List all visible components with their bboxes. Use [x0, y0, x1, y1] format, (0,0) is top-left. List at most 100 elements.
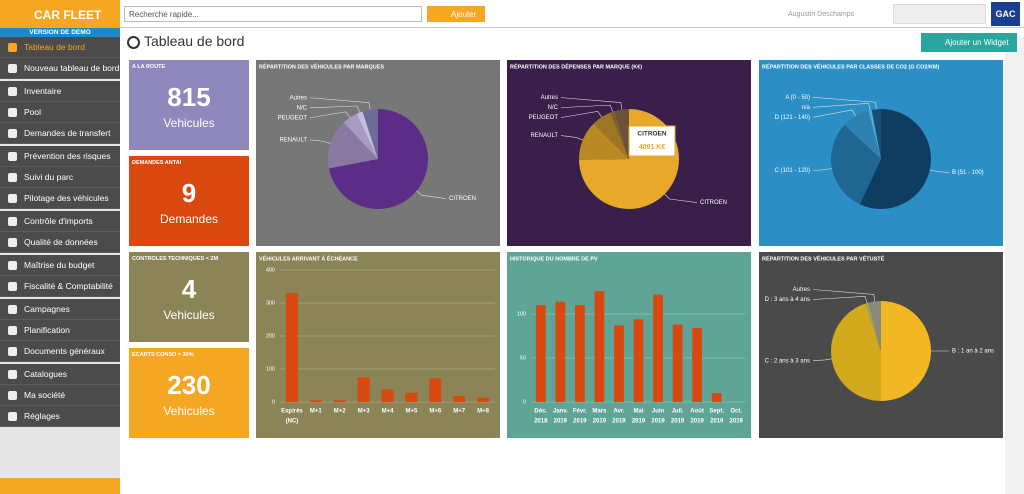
bar [574, 305, 585, 402]
menu-item[interactable]: Contrôle d'imports [0, 211, 120, 232]
slice-label: RENAULT [279, 137, 307, 143]
slice-label: Autres [290, 95, 307, 101]
brand[interactable]: CAR FLEET [0, 0, 120, 28]
menu-item[interactable]: Planification [0, 320, 120, 341]
menu-item[interactable]: Réglages [0, 406, 120, 427]
menu-item[interactable]: Documents généraux [0, 341, 120, 362]
slice-label: Autres [541, 95, 558, 101]
x-tick-label: Juil. [672, 409, 684, 415]
x-tick-label: Mai [633, 409, 643, 415]
widget-title: HISTORIQUE DU NOMBRE DE PV [510, 256, 598, 262]
menu-group: Maîtrise du budget Fiscalité & Comptabili… [0, 255, 120, 297]
x-tick-label: 2019 [651, 419, 665, 425]
menu-item[interactable]: Demandes de transfert [0, 123, 120, 144]
bar [535, 305, 546, 402]
partner-logos [893, 4, 986, 24]
x-tick-label: Oct. [730, 409, 742, 415]
pie-slice [328, 122, 378, 169]
widget: RÉPARTITION DES VÉHICULES PAR VÉTUSTÉ B :… [759, 252, 1003, 438]
x-tick-label: Avr. [613, 409, 624, 415]
menu-group: Tableau de bord Nouveau tableau de bord [0, 37, 120, 79]
menu-group: Catalogues Ma société Réglages [0, 364, 120, 427]
slice-label: Autres [793, 287, 810, 293]
add-widget-button[interactable]: Ajouter un Widget [921, 33, 1017, 52]
menu-item[interactable]: Ma société [0, 385, 120, 406]
slice-label: D (121 - 140) [775, 115, 810, 121]
kpi-tile: A LA ROUTE 815 Vehicules [129, 60, 249, 150]
menu-item[interactable]: Campagnes [0, 299, 120, 320]
pie-slice [362, 109, 378, 159]
slice-label: A (0 - 50) [785, 95, 810, 101]
widget-title: RÉPARTITION DES VÉHICULES PAR CLASSES DE… [762, 62, 940, 70]
slice-label: N/C [297, 105, 308, 111]
slice-label: RENAULT [530, 133, 558, 139]
menu-item[interactable]: Prévention des risques [0, 146, 120, 167]
pie-slice [868, 109, 881, 159]
tooltip-value: 4091 K€ [639, 144, 666, 151]
kpi-value: 815 [167, 82, 211, 112]
menu-item[interactable]: Nouveau tableau de bord [0, 58, 120, 79]
menu-group: Inventaire Pool Demandes de transfert [0, 81, 120, 144]
bar [653, 294, 663, 402]
x-tick-label: M+3 [358, 409, 371, 415]
kpi-unit: Demandes [159, 212, 219, 226]
widget: VÉHICULES ARRIVANT À ÉCHÉANCE 0 100 200 300 4… [256, 252, 500, 438]
x-tick-label: Févr. [573, 409, 587, 415]
bar [381, 389, 394, 402]
kpi-title: CONTROLES TECHNIQUES < 2M [132, 256, 219, 262]
menu-toggle[interactable] [0, 478, 120, 494]
leader-line [812, 358, 832, 361]
user-menu[interactable]: Augustin Deschamps [788, 11, 855, 18]
search-input[interactable]: Recherche rapide... [124, 6, 422, 22]
y-tick-label: 300 [266, 300, 275, 306]
menu-item[interactable]: Tableau de bord [0, 37, 120, 58]
x-tick-label: M+5 [405, 409, 418, 415]
slice-label: CITROEN [449, 196, 476, 202]
leader-line [812, 168, 832, 171]
leader-line [309, 111, 351, 119]
y-tick-label: 100 [517, 311, 526, 317]
kpi-unit: Vehicules [163, 404, 215, 418]
widget: RÉPARTITION DES VÉHICULES PAR CLASSES DE… [759, 60, 1003, 246]
x-tick-label: M+2 [334, 409, 347, 415]
pie-slice [844, 110, 881, 159]
pie-slice [593, 112, 629, 159]
x-tick-label: 2019 [710, 419, 724, 425]
x-tick-label: Déc. [534, 409, 547, 415]
menu-item[interactable]: Maîtrise du budget [0, 255, 120, 276]
version-banner: VERSION DE DEMO [0, 28, 120, 37]
kpi-value: 9 [181, 178, 197, 208]
kpi-value: 4 [181, 274, 197, 304]
leader-line [664, 193, 698, 203]
leader-line [560, 110, 602, 118]
menu-item[interactable]: Pool [0, 102, 120, 123]
bar [672, 324, 683, 402]
leader-line [812, 103, 871, 111]
menu-item[interactable]: Fiscalité & Comptabilité [0, 276, 120, 297]
add-button[interactable]: Ajouter [427, 6, 485, 22]
kpi-unit: Vehicules [163, 308, 215, 322]
menu-item[interactable]: Inventaire [0, 81, 120, 102]
slice-label: D : 3 ans à 4 ans [765, 297, 810, 303]
x-tick-label: Janv. [553, 409, 568, 415]
pie-slice [871, 109, 881, 159]
slice-label: n/a [802, 105, 811, 111]
x-tick-label: 2019 [690, 419, 704, 425]
menu-item[interactable]: Suivi du parc [0, 167, 120, 188]
widget: RÉPARTITION DES VÉHICULES PAR MARQUES CIT… [256, 60, 500, 246]
menu-item[interactable]: Qualité de données [0, 232, 120, 253]
y-tick-label: 200 [266, 333, 275, 339]
pie-slice [831, 124, 881, 205]
slice-label: N/C [548, 105, 559, 111]
leader-line [309, 139, 331, 144]
bar [333, 400, 346, 402]
kpi-tile: DEMANDES ANTAI 9 Demandes [129, 156, 249, 246]
x-tick-label: M+6 [429, 409, 442, 415]
bar [633, 319, 644, 402]
bar [285, 293, 298, 402]
pie-slice [831, 303, 881, 401]
menu-item[interactable]: Pilotage des véhicules [0, 188, 120, 209]
menu-item[interactable]: Catalogues [0, 364, 120, 385]
y-tick-label: 100 [266, 366, 275, 372]
